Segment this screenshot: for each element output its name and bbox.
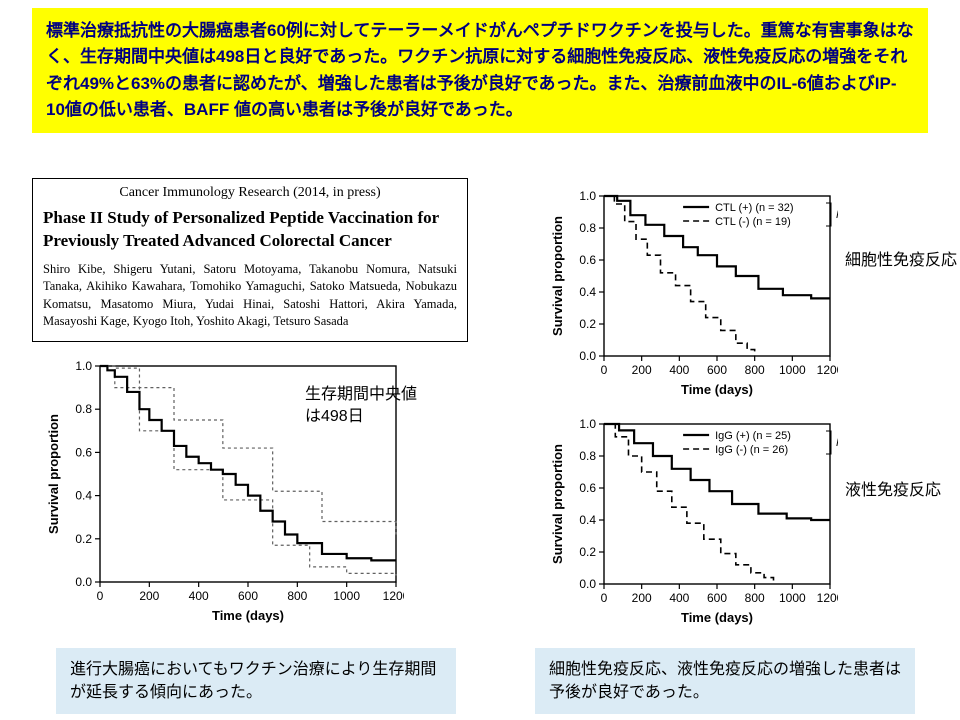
svg-text:400: 400 xyxy=(669,591,689,605)
svg-text:0.8: 0.8 xyxy=(75,402,92,416)
svg-text:1000: 1000 xyxy=(779,363,806,377)
svg-text:200: 200 xyxy=(139,589,159,603)
svg-text:0.4: 0.4 xyxy=(579,285,596,299)
svg-text:IgG (-) (n = 26): IgG (-) (n = 26) xyxy=(715,444,788,456)
svg-text:Survival proportion: Survival proportion xyxy=(550,216,565,336)
svg-text:600: 600 xyxy=(707,363,727,377)
svg-text:800: 800 xyxy=(745,363,765,377)
svg-text:P = 0.022: P = 0.022 xyxy=(836,437,838,449)
svg-text:Survival proportion: Survival proportion xyxy=(46,414,61,534)
survival-chart-ctl: 0 200 400 600 800 1000 1200 0.0 0.2 0.4 0.6 0.8 1.0 T… xyxy=(548,186,838,400)
paper-title: Phase II Study of Personalized Peptide V… xyxy=(43,207,457,253)
svg-text:0.4: 0.4 xyxy=(579,513,596,527)
svg-text:0.0: 0.0 xyxy=(579,349,596,363)
svg-text:1000: 1000 xyxy=(779,591,806,605)
paper-journal: Cancer Immunology Research (2014, in pre… xyxy=(43,185,457,201)
chartA-annotation: 生存期間中央値 は498日 xyxy=(305,384,417,429)
svg-text:Survival proportion: Survival proportion xyxy=(550,444,565,564)
svg-text:400: 400 xyxy=(669,363,689,377)
svg-text:200: 200 xyxy=(632,363,652,377)
svg-text:800: 800 xyxy=(287,589,307,603)
paper-authors: Shiro Kibe, Shigeru Yutani, Satoru Motoy… xyxy=(43,261,457,331)
svg-text:800: 800 xyxy=(745,591,765,605)
svg-text:0.0: 0.0 xyxy=(75,575,92,589)
summary-banner: 標準治療抵抗性の大腸癌患者60例に対してテーラーメイドがんペプチドワクチンを投与… xyxy=(32,8,928,133)
svg-text:CTL (-) (n = 19): CTL (-) (n = 19) xyxy=(715,216,791,228)
svg-text:CTL (+) (n = 32): CTL (+) (n = 32) xyxy=(715,202,793,214)
svg-text:0.8: 0.8 xyxy=(579,449,596,463)
svg-text:0.6: 0.6 xyxy=(579,481,596,495)
svg-text:0.2: 0.2 xyxy=(75,532,92,546)
svg-text:400: 400 xyxy=(189,589,209,603)
svg-text:Time (days): Time (days) xyxy=(681,382,753,397)
svg-text:0.0: 0.0 xyxy=(579,577,596,591)
svg-text:1200: 1200 xyxy=(817,591,838,605)
svg-text:Time (days): Time (days) xyxy=(212,608,284,623)
svg-text:600: 600 xyxy=(238,589,258,603)
chartB-annotation: 細胞性免疫反応 xyxy=(845,250,957,272)
svg-text:1200: 1200 xyxy=(817,363,838,377)
svg-text:0.8: 0.8 xyxy=(579,221,596,235)
svg-text:Time (days): Time (days) xyxy=(681,610,753,625)
svg-text:0: 0 xyxy=(97,589,104,603)
survival-chart-igg: 0 200 400 600 800 1000 1200 0.0 0.2 0.4 0.6 0.8 1.0 T… xyxy=(548,414,838,628)
svg-text:200: 200 xyxy=(632,591,652,605)
svg-text:IgG (+) (n = 25): IgG (+) (n = 25) xyxy=(715,430,791,442)
svg-text:0.2: 0.2 xyxy=(579,317,596,331)
caption-left: 進行大腸癌においてもワクチン治療により生存期間が延長する傾向にあった。 xyxy=(56,648,456,714)
svg-text:0.6: 0.6 xyxy=(75,445,92,459)
chartC-annotation: 液性免疫反応 xyxy=(845,480,941,502)
svg-text:0.2: 0.2 xyxy=(579,545,596,559)
svg-text:0.4: 0.4 xyxy=(75,489,92,503)
svg-text:1.0: 1.0 xyxy=(75,359,92,373)
caption-right: 細胞性免疫反応、液性免疫反応の増強した患者は予後が良好であった。 xyxy=(535,648,915,714)
svg-text:1.0: 1.0 xyxy=(579,189,596,203)
svg-text:1200: 1200 xyxy=(383,589,404,603)
svg-text:1.0: 1.0 xyxy=(579,417,596,431)
svg-text:0.6: 0.6 xyxy=(579,253,596,267)
svg-text:600: 600 xyxy=(707,591,727,605)
svg-text:0: 0 xyxy=(601,591,608,605)
svg-text:P = 0.025: P = 0.025 xyxy=(836,209,838,221)
svg-text:1000: 1000 xyxy=(333,589,360,603)
svg-text:0: 0 xyxy=(601,363,608,377)
paper-citation-box: Cancer Immunology Research (2014, in pre… xyxy=(32,178,468,342)
